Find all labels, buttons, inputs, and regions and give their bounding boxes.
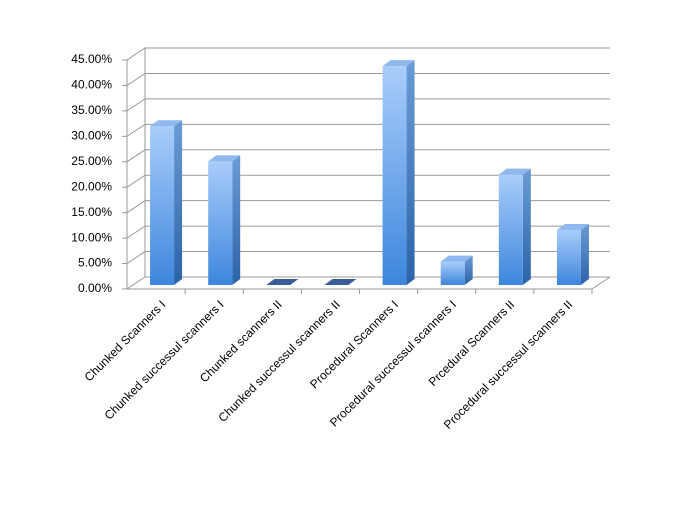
grid-line: [126, 251, 610, 264]
y-tick-label: 30.00%: [71, 129, 112, 143]
x-tick-label: Chunked successul scanners II: [215, 297, 342, 424]
x-tick-label: Procedural successul scanners II: [441, 297, 575, 431]
bar: [440, 261, 465, 285]
bar: [556, 230, 581, 285]
y-tick-label: 10.00%: [71, 230, 112, 244]
grid-line: [126, 149, 610, 163]
y-tick-label: 0.00%: [78, 281, 112, 295]
bar: [382, 66, 407, 285]
y-tick-label: 35.00%: [71, 103, 112, 117]
y-tick-label: 15.00%: [71, 205, 112, 219]
y-tick-label: 45.00%: [71, 52, 112, 66]
y-tick-label: 25.00%: [71, 154, 112, 168]
bar-side: [406, 60, 415, 285]
bar-side: [580, 224, 589, 285]
bar-top: [324, 279, 357, 285]
bar: [150, 126, 175, 285]
bar: [208, 161, 233, 285]
bar-top: [498, 168, 531, 175]
bar-top: [208, 155, 241, 162]
bar-side: [232, 155, 241, 285]
grid-line: [126, 47, 610, 61]
grid-line: [126, 72, 610, 86]
x-tick-label: Chunked successul scanners I: [102, 297, 227, 422]
bar-top: [382, 60, 415, 67]
grid-line: [126, 123, 610, 137]
bar-side: [174, 120, 183, 285]
grid-line: [126, 200, 610, 214]
y-tick-label: 20.00%: [71, 179, 112, 193]
bar-top: [440, 255, 473, 262]
floor-edge: [591, 276, 611, 290]
y-tick-label: 5.00%: [78, 256, 112, 270]
grid-line: [126, 276, 610, 290]
x-tick-label: Procedural successul scanners I: [327, 297, 459, 429]
y-tick-label: 40.00%: [71, 78, 112, 92]
bar: [498, 174, 523, 285]
bar-top: [150, 120, 183, 127]
grid-line: [126, 174, 610, 188]
bar-top: [556, 224, 589, 231]
bar-side: [522, 168, 531, 285]
bar-top: [266, 279, 299, 285]
bar-side: [464, 255, 473, 285]
grid-line: [126, 98, 610, 112]
grid-line: [126, 225, 610, 239]
